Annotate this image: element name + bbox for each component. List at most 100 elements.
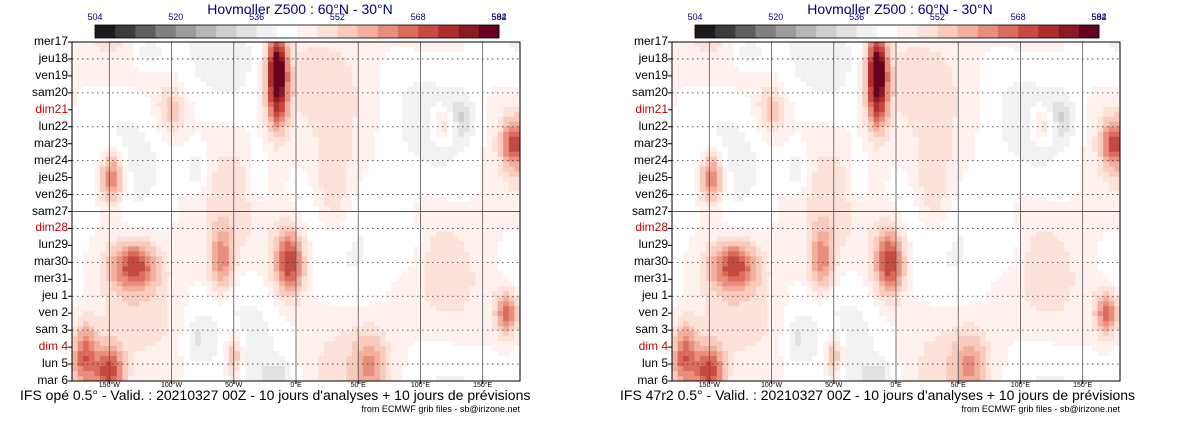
- heatmap-cell: [374, 166, 381, 173]
- heatmap-cell: [206, 311, 213, 317]
- heatmap-cell: [262, 46, 269, 53]
- heatmap-cell: [424, 326, 431, 332]
- heatmap-cell: [452, 246, 459, 252]
- heatmap-cell: [503, 226, 510, 232]
- heatmap-cell: [88, 291, 95, 297]
- heatmap-cell: [279, 126, 286, 133]
- heatmap-cell: [508, 331, 515, 337]
- heatmap-cell: [206, 51, 213, 58]
- heatmap-cell: [424, 51, 431, 58]
- heatmap-cell: [458, 316, 465, 322]
- heatmap-cell: [150, 336, 157, 342]
- heatmap-cell: [223, 316, 230, 322]
- heatmap-cell: [514, 271, 521, 277]
- heatmap-cell: [83, 251, 90, 257]
- heatmap-cell: [111, 66, 118, 73]
- heatmap-cell: [273, 42, 280, 48]
- heatmap-cell: [396, 331, 403, 337]
- heatmap-cell: [514, 141, 521, 148]
- heatmap-cell: [178, 316, 185, 322]
- heatmap-cell: [128, 291, 134, 297]
- heatmap-cell: [189, 116, 196, 123]
- heatmap-cell: [167, 286, 174, 292]
- heatmap-cell: [122, 246, 129, 252]
- heatmap-cell: [133, 91, 140, 98]
- heatmap-cell: [240, 331, 246, 337]
- heatmap-cell: [290, 216, 297, 222]
- heatmap-cell: [273, 56, 280, 63]
- heatmap-cell: [374, 221, 381, 227]
- heatmap-cell: [206, 336, 213, 342]
- heatmap-cell: [352, 316, 358, 322]
- heatmap-cell: [514, 96, 521, 103]
- heatmap-cell: [94, 196, 101, 202]
- heatmap-cell: [508, 66, 515, 73]
- heatmap-cell: [212, 266, 218, 272]
- heatmap-cell: [116, 111, 123, 118]
- heatmap-cell: [318, 176, 325, 182]
- heatmap-cell: [385, 231, 392, 237]
- heatmap-cell: [363, 256, 370, 262]
- heatmap-cell: [447, 286, 454, 292]
- heatmap-cell: [497, 116, 504, 123]
- heatmap-cell: [312, 46, 319, 53]
- heatmap-cell: [251, 96, 258, 103]
- heatmap-cell: [94, 136, 101, 143]
- heatmap-cell: [94, 61, 101, 68]
- heatmap-cell: [514, 336, 521, 342]
- heatmap-cell: [83, 206, 90, 212]
- heatmap-cell: [301, 111, 308, 118]
- heatmap-cell: [492, 42, 498, 48]
- heatmap-cell: [492, 301, 498, 307]
- heatmap-cell: [436, 241, 442, 247]
- heatmap-cell: [156, 261, 162, 267]
- heatmap-cell: [346, 211, 353, 217]
- heatmap-cell: [335, 326, 342, 332]
- heatmap-cell: [100, 291, 106, 297]
- heatmap-cell: [374, 241, 381, 247]
- heatmap-cell: [223, 121, 230, 128]
- heatmap-cell: [352, 131, 358, 138]
- heatmap-cell: [184, 321, 190, 327]
- heatmap-cell: [408, 261, 414, 267]
- heatmap-cell: [469, 76, 476, 83]
- heatmap-cell: [413, 331, 420, 337]
- heatmap-cell: [122, 96, 129, 103]
- heatmap-cell: [469, 61, 476, 68]
- heatmap-cell: [268, 241, 274, 247]
- heatmap-cell: [503, 221, 510, 227]
- heatmap-cell: [385, 186, 392, 192]
- heatmap-cell: [458, 296, 465, 302]
- heatmap-cell: [189, 321, 196, 327]
- heatmap-cell: [156, 246, 162, 252]
- heatmap-cell: [508, 306, 515, 312]
- heatmap-cell: [251, 111, 258, 118]
- heatmap-cell: [284, 101, 291, 108]
- heatmap-cell: [480, 296, 487, 302]
- heatmap-cell: [184, 211, 190, 217]
- heatmap-cell: [156, 106, 162, 113]
- heatmap-cell: [430, 236, 437, 242]
- heatmap-cell: [116, 191, 123, 197]
- heatmap-cell: [167, 181, 174, 187]
- heatmap-cell: [167, 61, 174, 68]
- heatmap-cell: [100, 186, 106, 192]
- heatmap-cell: [374, 321, 381, 327]
- heatmap-cell: [374, 211, 381, 217]
- heatmap-cell: [391, 186, 398, 192]
- heatmap-cell: [385, 111, 392, 118]
- heatmap-cell: [346, 206, 353, 212]
- heatmap-cell: [268, 286, 274, 292]
- heatmap-cell: [156, 221, 162, 227]
- heatmap-cell: [385, 276, 392, 282]
- heatmap-cell: [284, 291, 291, 297]
- heatmap-cell: [72, 276, 78, 282]
- heatmap-cell: [413, 301, 420, 307]
- heatmap-cell: [234, 231, 241, 237]
- heatmap-cell: [503, 86, 510, 93]
- heatmap-cell: [262, 101, 269, 108]
- heatmap-cell: [424, 301, 431, 307]
- heatmap-cell: [301, 181, 308, 187]
- heatmap-cell: [256, 111, 263, 118]
- heatmap-cell: [105, 71, 112, 78]
